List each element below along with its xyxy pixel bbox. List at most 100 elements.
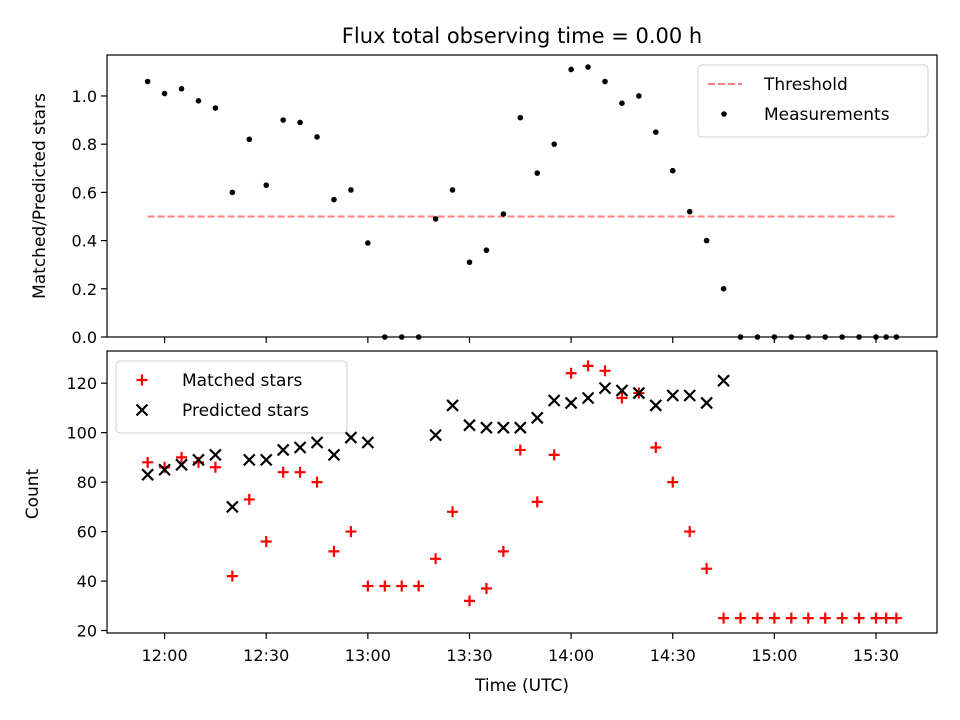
legend-handle bbox=[135, 403, 149, 417]
series-10-point bbox=[785, 612, 797, 624]
series-11-point bbox=[666, 389, 680, 402]
series-10-point bbox=[142, 456, 154, 468]
series-0-point bbox=[602, 78, 608, 85]
series-0-point bbox=[669, 167, 676, 174]
series-11-point bbox=[141, 468, 154, 481]
series-0-point bbox=[568, 66, 574, 73]
series-11-point bbox=[717, 374, 730, 387]
series-10-point bbox=[379, 580, 391, 592]
y-tick-label: 80 bbox=[77, 473, 97, 492]
x-axis-label: Time (UTC) bbox=[474, 676, 569, 696]
series-10-point bbox=[243, 493, 255, 505]
series-10-point bbox=[480, 582, 492, 594]
series-10-point bbox=[463, 595, 475, 607]
series-11-point bbox=[192, 453, 205, 467]
series-10-point bbox=[447, 506, 459, 518]
series-10-point bbox=[176, 451, 188, 463]
series-10-point bbox=[362, 580, 374, 592]
legend-handle bbox=[721, 111, 727, 117]
series-10-point bbox=[890, 612, 902, 624]
y-tick-label: 0.6 bbox=[72, 183, 97, 202]
ratio-legend: Threshold Measurements bbox=[697, 64, 929, 138]
series-11-point bbox=[632, 386, 646, 400]
series-0-point bbox=[500, 211, 507, 217]
series-10-point bbox=[565, 367, 577, 379]
series-11-point bbox=[581, 391, 595, 405]
y-tick-label: 0.2 bbox=[72, 280, 97, 299]
series-0-point bbox=[280, 117, 286, 123]
series-0-point bbox=[703, 237, 710, 244]
series-10-point bbox=[413, 580, 425, 592]
series-10-point bbox=[751, 612, 763, 624]
y-tick-label: 1.0 bbox=[72, 87, 97, 106]
series-11-point bbox=[259, 453, 273, 467]
series-11-point bbox=[547, 394, 561, 407]
series-0-point bbox=[178, 85, 185, 92]
series-10-point bbox=[880, 612, 892, 624]
series-11-point bbox=[446, 399, 459, 412]
count-legend: Matched stars Predicted stars bbox=[115, 360, 348, 434]
series-0-point bbox=[212, 105, 219, 111]
x-tick-label: 13:00 bbox=[345, 646, 391, 665]
series-0-point bbox=[720, 285, 727, 292]
ratio-panel: 0.0 0.2 0.4 0.6 0.8 1.0 Matched/Predicted sta… bbox=[30, 54, 938, 347]
legend-box bbox=[697, 64, 929, 138]
series-11-point bbox=[497, 421, 510, 434]
series-0-point bbox=[619, 100, 625, 107]
series-10-point bbox=[345, 526, 357, 538]
series-11-point bbox=[598, 381, 612, 395]
count-axes: 20 40 60 80 100 120 12:00 12:30 13:00 13:30 14:00 1… bbox=[66, 350, 938, 665]
series-10-point bbox=[599, 365, 611, 377]
series-11-point bbox=[683, 389, 696, 402]
y-tick-label: 100 bbox=[66, 424, 97, 443]
y-tick-label: 0.8 bbox=[72, 135, 97, 154]
series-10-point bbox=[802, 612, 814, 624]
legend-label: Matched stars bbox=[182, 371, 302, 391]
series-0-point bbox=[229, 189, 236, 196]
y-tick-label: 120 bbox=[66, 374, 97, 393]
series-10-point bbox=[768, 612, 780, 624]
legend-label: Threshold bbox=[763, 75, 848, 95]
x-tick-label: 15:00 bbox=[751, 646, 797, 665]
series-0-point bbox=[653, 129, 659, 135]
series-11-point bbox=[158, 463, 171, 477]
series-0-point bbox=[297, 119, 303, 126]
series-0-point bbox=[246, 136, 253, 143]
series-11-point bbox=[310, 436, 324, 449]
series-11-point bbox=[175, 458, 188, 472]
legend-label: Predicted stars bbox=[182, 401, 309, 421]
series-0-point bbox=[483, 247, 490, 254]
series-11-point bbox=[530, 411, 544, 425]
series-0-point bbox=[466, 259, 473, 266]
x-tick-label: 14:00 bbox=[548, 646, 594, 665]
series-10-point bbox=[819, 612, 831, 624]
series-11-point bbox=[429, 428, 442, 442]
series-10-point bbox=[582, 360, 594, 372]
series-11-point bbox=[209, 448, 222, 462]
series-11-point bbox=[327, 448, 341, 462]
series-0-point bbox=[263, 182, 270, 188]
series-11-point bbox=[649, 399, 663, 412]
legend-box bbox=[115, 360, 348, 434]
legend-handle bbox=[136, 374, 148, 386]
series-0-point bbox=[517, 114, 524, 121]
series-0-point bbox=[636, 93, 642, 99]
x-tick-label: 15:30 bbox=[853, 646, 899, 665]
series-0-point bbox=[449, 187, 456, 193]
series-10-point bbox=[430, 553, 442, 565]
series-0-point bbox=[348, 187, 354, 193]
series-10-point bbox=[701, 563, 713, 575]
series-10-point bbox=[735, 612, 747, 624]
series-0-point bbox=[585, 64, 591, 70]
series-10-point bbox=[667, 476, 679, 488]
series-10-point bbox=[328, 545, 340, 557]
series-11-point bbox=[226, 500, 239, 514]
series-10-point bbox=[514, 444, 526, 456]
series-0-point bbox=[144, 78, 151, 85]
series-10-point bbox=[548, 449, 560, 461]
series-10-point bbox=[294, 466, 306, 478]
y-tick-label: 20 bbox=[77, 622, 97, 641]
series-0-point bbox=[195, 97, 202, 104]
series-10-point bbox=[870, 612, 882, 624]
